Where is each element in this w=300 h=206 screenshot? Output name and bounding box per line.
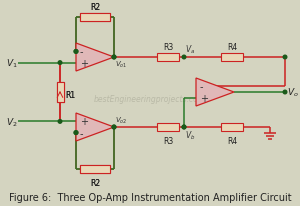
Text: R2: R2 bbox=[90, 4, 100, 12]
Circle shape bbox=[283, 91, 287, 94]
Circle shape bbox=[112, 126, 116, 129]
Text: -: - bbox=[200, 82, 203, 92]
Circle shape bbox=[58, 62, 62, 65]
Circle shape bbox=[112, 126, 116, 129]
Circle shape bbox=[74, 50, 78, 54]
Text: +: + bbox=[80, 117, 88, 127]
Circle shape bbox=[283, 56, 287, 60]
Text: $V_{o2}$: $V_{o2}$ bbox=[115, 115, 128, 125]
Text: R4: R4 bbox=[227, 43, 237, 52]
Polygon shape bbox=[76, 114, 114, 141]
Text: R2: R2 bbox=[90, 4, 100, 12]
FancyBboxPatch shape bbox=[80, 14, 110, 22]
Text: $V_b$: $V_b$ bbox=[185, 129, 195, 142]
Text: $V_{o1}$: $V_{o1}$ bbox=[115, 60, 128, 70]
FancyBboxPatch shape bbox=[80, 14, 110, 22]
Text: $V_o$: $V_o$ bbox=[287, 86, 299, 99]
Text: Figure 6:  Three Op-Amp Instrumentation Amplifier Circuit: Figure 6: Three Op-Amp Instrumentation A… bbox=[9, 192, 291, 202]
Circle shape bbox=[74, 131, 78, 135]
Text: -: - bbox=[80, 128, 83, 138]
FancyBboxPatch shape bbox=[80, 165, 110, 173]
FancyBboxPatch shape bbox=[56, 83, 64, 103]
Text: R1: R1 bbox=[65, 91, 76, 100]
Text: $V_a$: $V_a$ bbox=[185, 43, 195, 56]
Text: $V_2$: $V_2$ bbox=[6, 116, 18, 128]
Circle shape bbox=[74, 50, 78, 54]
Text: bestEngineeringprojects.com: bestEngineeringprojects.com bbox=[94, 95, 206, 104]
Circle shape bbox=[182, 126, 186, 129]
Circle shape bbox=[182, 56, 186, 60]
Circle shape bbox=[182, 126, 186, 129]
Text: -: - bbox=[80, 47, 83, 57]
FancyBboxPatch shape bbox=[221, 54, 243, 62]
Polygon shape bbox=[196, 79, 234, 107]
Text: R3: R3 bbox=[163, 43, 173, 52]
FancyBboxPatch shape bbox=[56, 83, 64, 103]
FancyBboxPatch shape bbox=[80, 165, 110, 173]
FancyBboxPatch shape bbox=[157, 54, 179, 62]
Circle shape bbox=[58, 120, 62, 124]
FancyBboxPatch shape bbox=[157, 123, 179, 131]
Circle shape bbox=[112, 56, 116, 60]
Text: R4: R4 bbox=[227, 136, 237, 145]
Text: +: + bbox=[80, 58, 88, 68]
Text: +: + bbox=[200, 93, 208, 103]
FancyBboxPatch shape bbox=[221, 123, 243, 131]
Circle shape bbox=[112, 56, 116, 60]
Text: R3: R3 bbox=[163, 136, 173, 145]
Text: R1: R1 bbox=[65, 91, 76, 100]
Polygon shape bbox=[76, 44, 114, 72]
Circle shape bbox=[74, 131, 78, 135]
Text: R2: R2 bbox=[90, 178, 100, 187]
Text: $V_1$: $V_1$ bbox=[6, 57, 18, 69]
Text: R2: R2 bbox=[90, 178, 100, 187]
